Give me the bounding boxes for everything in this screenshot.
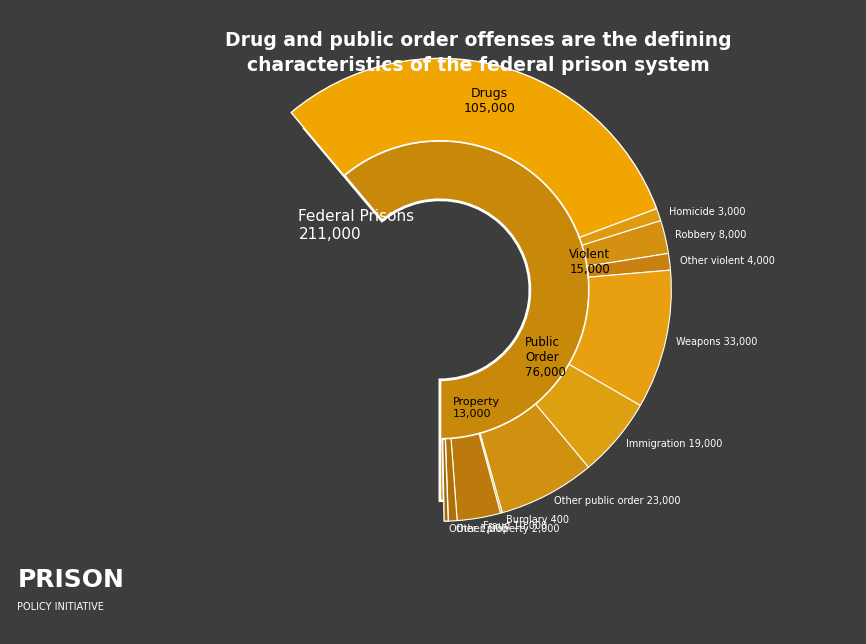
Wedge shape (582, 221, 669, 267)
Text: Property
13,000: Property 13,000 (453, 397, 501, 419)
Wedge shape (304, 79, 637, 238)
Text: Burglary 400: Burglary 400 (506, 515, 569, 526)
Text: Other public order 23,000: Other public order 23,000 (554, 497, 681, 506)
Wedge shape (443, 439, 448, 500)
Text: PRISON: PRISON (17, 569, 124, 592)
Text: Drug and public order offenses are the defining
characteristics of the federal p: Drug and public order offenses are the d… (225, 31, 732, 75)
Text: Other 1,000: Other 1,000 (449, 524, 507, 534)
Text: Robbery 8,000: Robbery 8,000 (675, 230, 746, 240)
Text: Other property 2,000: Other property 2,000 (456, 524, 559, 534)
Wedge shape (579, 216, 650, 277)
Text: Violent
15,000: Violent 15,000 (569, 248, 611, 276)
Wedge shape (536, 365, 640, 468)
Text: Weapons 33,000: Weapons 33,000 (675, 337, 757, 347)
Wedge shape (291, 59, 656, 238)
Wedge shape (445, 433, 497, 500)
Text: Immigration 19,000: Immigration 19,000 (625, 439, 722, 449)
Text: POLICY INITIATIVE: POLICY INITIATIVE (17, 601, 104, 612)
Text: Drugs
105,000: Drugs 105,000 (463, 87, 515, 115)
Wedge shape (587, 253, 670, 277)
Text: Homicide 3,000: Homicide 3,000 (669, 207, 745, 217)
Wedge shape (579, 209, 661, 245)
Wedge shape (480, 404, 589, 513)
Wedge shape (569, 270, 671, 406)
Text: Other violent 4,000: Other violent 4,000 (680, 256, 775, 266)
Wedge shape (445, 439, 457, 521)
Text: Fraud 10,000: Fraud 10,000 (483, 520, 547, 531)
Text: Public
Order
76,000: Public Order 76,000 (526, 336, 566, 379)
Wedge shape (479, 433, 502, 513)
Wedge shape (443, 439, 449, 521)
Wedge shape (304, 79, 650, 500)
Text: Federal Prisons
211,000: Federal Prisons 211,000 (299, 209, 415, 242)
Wedge shape (451, 434, 501, 520)
Wedge shape (480, 272, 650, 493)
